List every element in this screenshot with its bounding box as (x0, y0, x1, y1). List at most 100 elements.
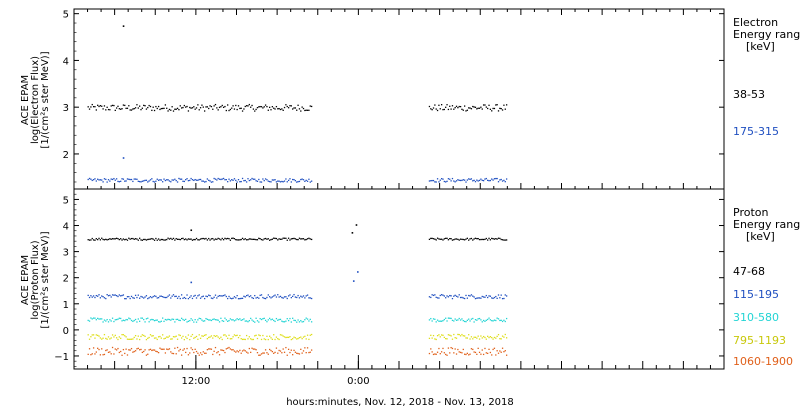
data-point (187, 334, 190, 336)
data-point (159, 179, 161, 181)
data-point (269, 180, 271, 183)
data-point (217, 295, 219, 297)
data-point (442, 239, 444, 241)
data-point (266, 321, 268, 323)
data-point (266, 296, 268, 299)
data-point (439, 320, 441, 322)
data-point (189, 238, 191, 240)
data-point (278, 338, 280, 341)
data-point (157, 238, 160, 240)
data-point (282, 335, 284, 337)
data-point (137, 335, 139, 337)
data-point (183, 296, 185, 299)
data-point (227, 237, 229, 240)
data-point (176, 346, 179, 349)
data-point (305, 238, 307, 241)
data-point (113, 294, 115, 296)
data-point (105, 178, 107, 181)
data-point (197, 104, 199, 106)
data-point (286, 354, 288, 356)
electron-legend-title-2: Energy ranges (733, 28, 800, 41)
data-point (290, 181, 292, 183)
data-point (233, 334, 236, 336)
data-point (271, 179, 274, 181)
data-point (472, 338, 474, 340)
data-point (453, 295, 455, 297)
legend-electron-175-315: 175-315 (733, 125, 779, 138)
data-point (254, 321, 256, 323)
data-point (195, 297, 198, 299)
data-point (87, 294, 89, 297)
data-point (99, 318, 102, 320)
data-point (430, 108, 432, 110)
data-point (163, 348, 165, 350)
data-point (228, 109, 230, 112)
data-point (185, 336, 187, 338)
data-point (298, 108, 301, 110)
data-point (157, 105, 160, 108)
data-point (220, 349, 222, 351)
data-point (121, 294, 123, 297)
data-point (186, 105, 188, 108)
data-point (485, 106, 487, 108)
data-point (252, 320, 255, 322)
data-point (183, 180, 185, 183)
data-point (278, 238, 280, 240)
data-point (191, 178, 194, 181)
data-point (118, 108, 120, 110)
data-point (250, 295, 252, 297)
data-point (145, 179, 148, 181)
data-point (91, 179, 93, 182)
data-point (121, 333, 123, 336)
data-point (162, 181, 164, 183)
data-point (103, 105, 106, 107)
data-point (231, 319, 233, 321)
data-point (201, 353, 203, 356)
data-point (274, 338, 276, 341)
data-point (99, 239, 102, 241)
data-point (289, 178, 291, 180)
data-point (193, 295, 195, 297)
data-point (229, 318, 232, 320)
data-point (124, 319, 126, 322)
data-point (308, 297, 310, 299)
data-point (290, 238, 292, 240)
data-point (481, 108, 483, 110)
data-point (120, 238, 122, 240)
data-point (130, 237, 133, 240)
data-point (289, 105, 291, 107)
data-point (286, 297, 288, 300)
data-point (491, 336, 493, 339)
data-point (447, 296, 450, 298)
data-point (451, 177, 454, 180)
proton-legend-title-1: Proton (733, 206, 768, 219)
legend-electron-38-53: 38-53 (733, 88, 765, 101)
data-point (273, 334, 275, 336)
data-point (251, 177, 253, 180)
data-point (143, 180, 145, 182)
data-point (189, 319, 191, 322)
data-point (241, 237, 244, 240)
data-point (274, 108, 276, 110)
data-point (493, 296, 496, 299)
data-point (149, 334, 152, 336)
data-point (501, 180, 504, 182)
data-point (193, 179, 195, 182)
data-point (194, 108, 196, 110)
data-point (144, 349, 146, 351)
data-point (302, 179, 305, 181)
data-point (124, 180, 126, 182)
x-axis: 12:00 0:00 (73, 9, 725, 387)
data-point (189, 338, 191, 341)
data-point (228, 334, 230, 336)
data-point (250, 351, 252, 354)
data-point (91, 334, 93, 336)
data-point (148, 297, 150, 299)
data-point (440, 238, 443, 240)
data-point (473, 351, 475, 353)
data-point (304, 335, 306, 338)
data-point (202, 295, 204, 297)
data-point (449, 237, 451, 240)
data-point (436, 335, 439, 337)
data-point (432, 318, 435, 320)
